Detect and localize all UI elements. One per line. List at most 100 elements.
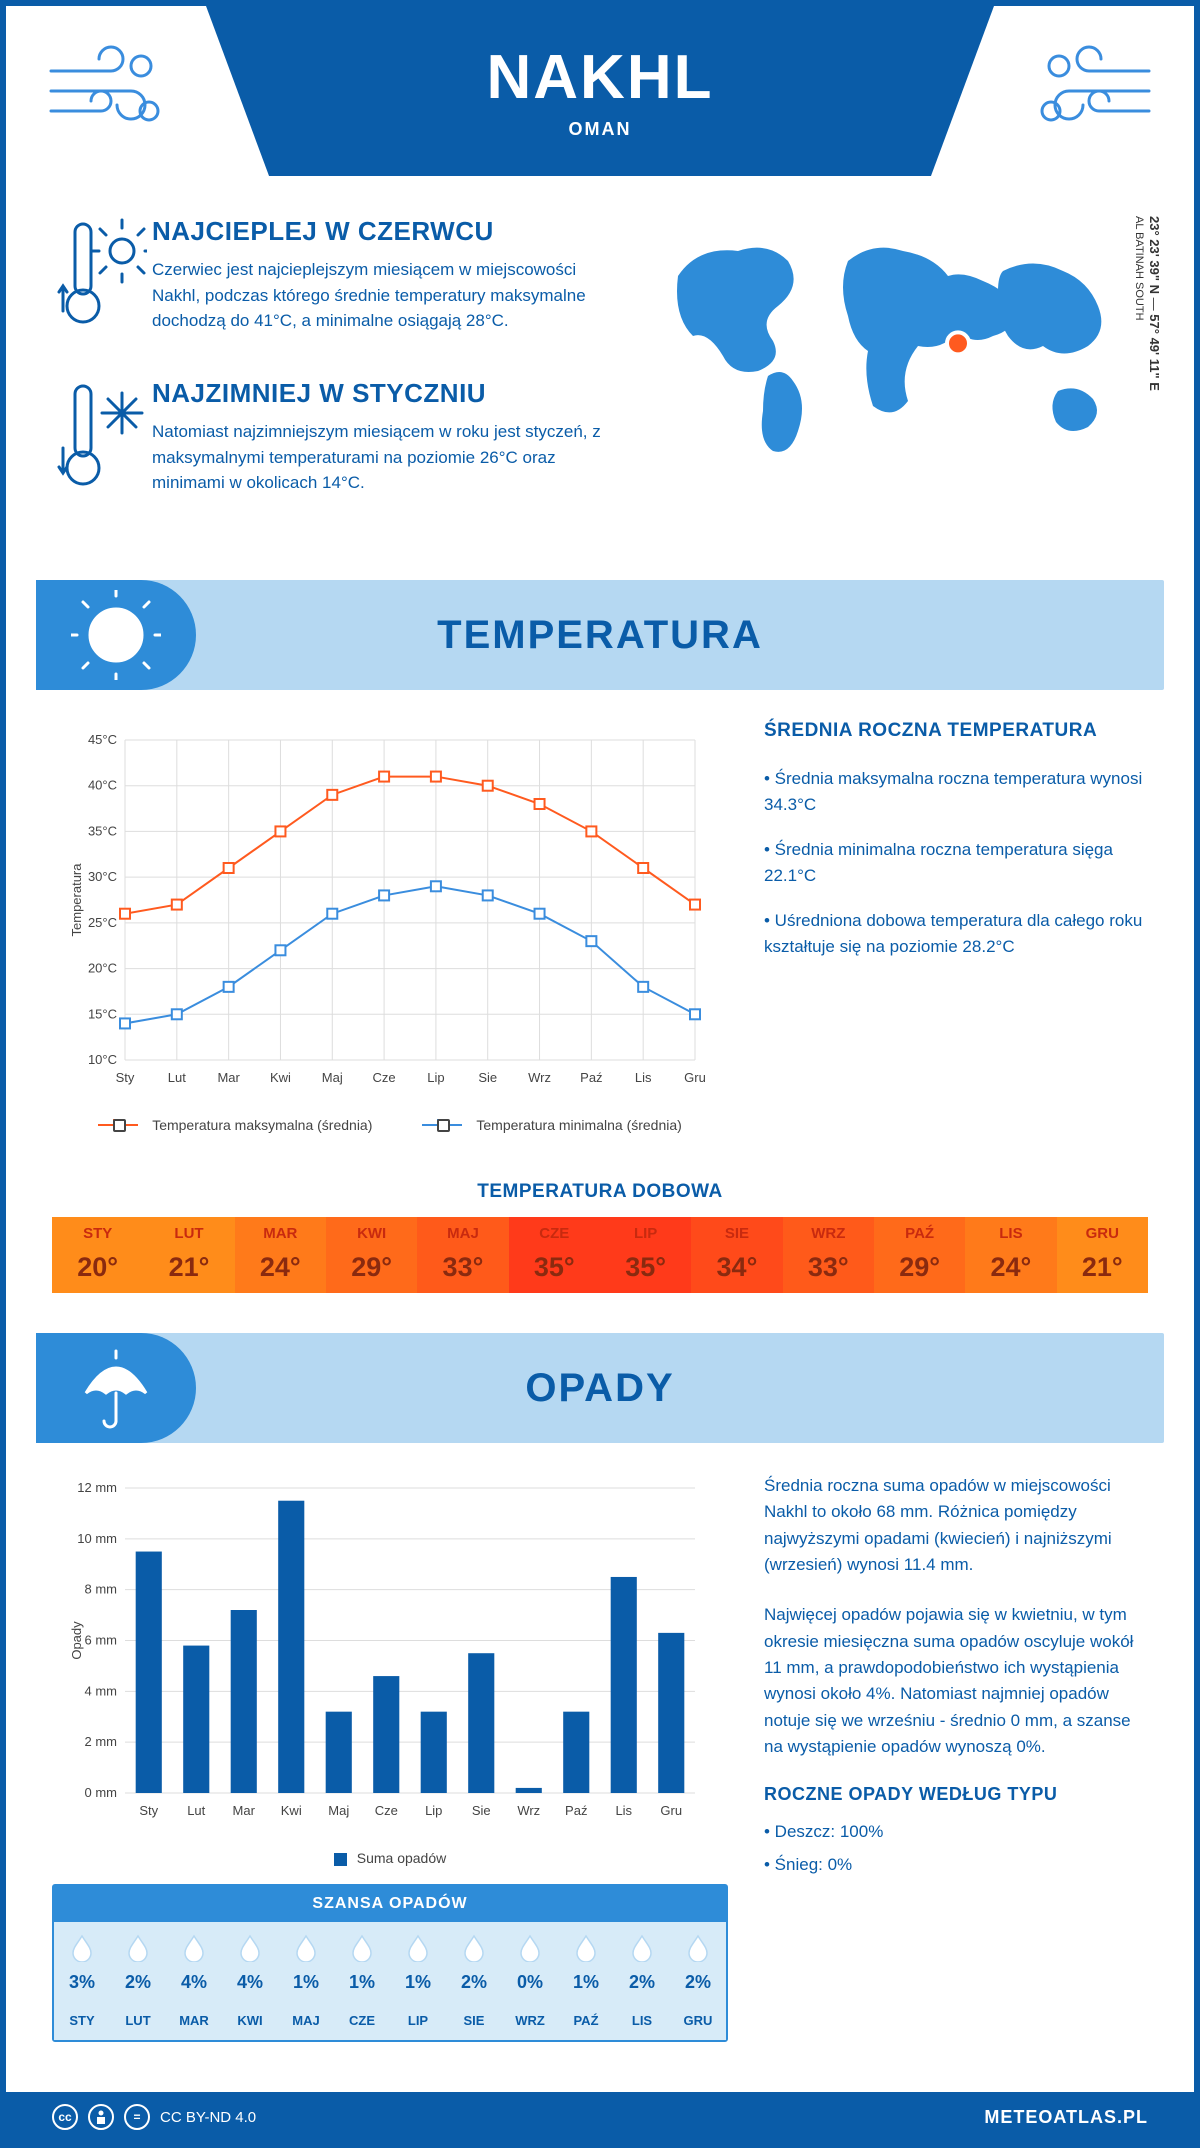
world-map: [648, 216, 1148, 476]
temperature-section-banner: TEMPERATURA: [36, 580, 1164, 690]
header-banner: NAKHL OMAN: [206, 6, 994, 176]
chance-cell: 3%STY: [54, 1922, 110, 2040]
precipitation-section-banner: OPADY: [36, 1333, 1164, 1443]
temp-bullet: • Średnia maksymalna roczna temperatura …: [764, 766, 1148, 817]
umbrella-icon: [36, 1333, 196, 1443]
daily-temp-cell: STY20°: [52, 1217, 143, 1293]
svg-text:Lis: Lis: [635, 1070, 652, 1085]
svg-text:0 mm: 0 mm: [85, 1785, 118, 1800]
svg-text:35°C: 35°C: [88, 823, 117, 838]
chance-cell: 2%LIS: [614, 1922, 670, 2040]
daily-temp-heading: TEMPERATURA DOBOWA: [6, 1181, 1194, 1203]
warmest-block: NAJCIEPLEJ W CZERWCU Czerwiec jest najci…: [52, 216, 608, 336]
svg-text:2 mm: 2 mm: [85, 1734, 118, 1749]
svg-text:25°C: 25°C: [88, 915, 117, 930]
temperature-line-chart: 10°C15°C20°C25°C30°C35°C40°C45°CStyLutMa…: [52, 720, 728, 1100]
daily-temp-cell: KWI29°: [326, 1217, 417, 1293]
by-icon: [88, 2104, 114, 2130]
license-text: CC BY-ND 4.0: [160, 2109, 256, 2126]
chance-cell: 0%WRZ: [502, 1922, 558, 2040]
chance-cell: 2%GRU: [670, 1922, 726, 2040]
svg-text:Mar: Mar: [233, 1803, 256, 1818]
svg-text:Cze: Cze: [375, 1803, 398, 1818]
wind-icon-left: [6, 6, 206, 176]
daily-temp-cell: SIE34°: [691, 1217, 782, 1293]
svg-text:8 mm: 8 mm: [85, 1582, 118, 1597]
wind-icon-right: [994, 6, 1194, 176]
warmest-title: NAJCIEPLEJ W CZERWCU: [152, 216, 608, 247]
chance-cell: 4%MAR: [166, 1922, 222, 2040]
precip-text-1: Średnia roczna suma opadów w miejscowośc…: [764, 1473, 1148, 1578]
legend-item: Temperatura maksymalna (średnia): [98, 1117, 372, 1133]
page-subtitle: OMAN: [569, 119, 632, 140]
daily-temp-cell: MAJ33°: [417, 1217, 508, 1293]
chance-cell: 1%LIP: [390, 1922, 446, 2040]
legend-item: Temperatura minimalna (średnia): [422, 1117, 681, 1133]
chance-cell: 2%SIE: [446, 1922, 502, 2040]
svg-text:Lip: Lip: [427, 1070, 444, 1085]
svg-text:Lut: Lut: [168, 1070, 186, 1085]
svg-text:6 mm: 6 mm: [85, 1633, 118, 1648]
svg-text:10 mm: 10 mm: [77, 1531, 117, 1546]
svg-text:Opady: Opady: [69, 1621, 84, 1660]
precip-types-heading: ROCZNE OPADY WEDŁUG TYPU: [764, 1784, 1148, 1805]
daily-temp-cell: PAŹ29°: [874, 1217, 965, 1293]
daily-temp-cell: MAR24°: [235, 1217, 326, 1293]
svg-text:Wrz: Wrz: [528, 1070, 551, 1085]
thermometer-hot-icon: [52, 216, 152, 336]
svg-text:Sie: Sie: [472, 1803, 491, 1818]
location-marker-icon: [947, 332, 969, 354]
svg-text:Gru: Gru: [684, 1070, 706, 1085]
nd-icon: =: [124, 2104, 150, 2130]
temp-bullet: • Średnia minimalna roczna temperatura s…: [764, 837, 1148, 888]
svg-text:Paź: Paź: [565, 1803, 587, 1818]
temperature-heading: TEMPERATURA: [437, 613, 763, 658]
precip-text-2: Najwięcej opadów pojawia się w kwietniu,…: [764, 1602, 1148, 1760]
svg-text:Lis: Lis: [615, 1803, 632, 1818]
daily-temp-cell: CZE35°: [509, 1217, 600, 1293]
thermometer-cold-icon: [52, 378, 152, 498]
precip-type: • Śnieg: 0%: [764, 1852, 1148, 1878]
coordinates: 23° 23' 39" N — 57° 49' 11" E AL BATINAH…: [1132, 216, 1162, 391]
coldest-block: NAJZIMNIEJ W STYCZNIU Natomiast najzimni…: [52, 378, 608, 498]
cc-icon: cc: [52, 2104, 78, 2130]
svg-text:Sie: Sie: [478, 1070, 497, 1085]
svg-text:Mar: Mar: [217, 1070, 240, 1085]
coldest-text: Natomiast najzimniejszym miesiącem w rok…: [152, 419, 608, 496]
svg-text:10°C: 10°C: [88, 1052, 117, 1067]
svg-text:15°C: 15°C: [88, 1006, 117, 1021]
chance-cell: 2%LUT: [110, 1922, 166, 2040]
daily-temp-cell: GRU21°: [1057, 1217, 1148, 1293]
precipitation-heading: OPADY: [525, 1366, 674, 1411]
svg-text:Sty: Sty: [139, 1803, 158, 1818]
svg-text:Lip: Lip: [425, 1803, 442, 1818]
daily-temp-cell: LIS24°: [965, 1217, 1056, 1293]
warmest-text: Czerwiec jest najcieplejszym miesiącem w…: [152, 257, 608, 334]
svg-text:Lut: Lut: [187, 1803, 205, 1818]
bar-chart-legend: Suma opadów: [52, 1850, 728, 1866]
precipitation-bar-chart: 0 mm 2 mm 4 mm 6 mm 8 mm 10 mm 12 mm Opady Sty Lu…: [52, 1473, 728, 1833]
svg-text:Temperatura: Temperatura: [69, 863, 84, 937]
chance-cell: 1%MAJ: [278, 1922, 334, 2040]
header: NAKHL OMAN: [6, 6, 1194, 176]
svg-text:4 mm: 4 mm: [85, 1683, 118, 1698]
daily-temp-strip: STY20°LUT21°MAR24°KWI29°MAJ33°CZE35°LIP3…: [52, 1217, 1148, 1293]
svg-text:Maj: Maj: [328, 1803, 349, 1818]
chance-cell: 1%CZE: [334, 1922, 390, 2040]
svg-text:Kwi: Kwi: [270, 1070, 291, 1085]
chance-cell: 1%PAŹ: [558, 1922, 614, 2040]
coldest-title: NAJZIMNIEJ W STYCZNIU: [152, 378, 608, 409]
temp-bullet: • Uśredniona dobowa temperatura dla całe…: [764, 908, 1148, 959]
line-chart-legend: Temperatura maksymalna (średnia) Temperat…: [52, 1117, 728, 1133]
precipitation-chance-table: SZANSA OPADÓW 3%STY2%LUT4%MAR4%KWI1%MAJ1…: [52, 1884, 728, 2042]
svg-text:Paź: Paź: [580, 1070, 602, 1085]
svg-text:Maj: Maj: [322, 1070, 343, 1085]
svg-text:Gru: Gru: [660, 1803, 682, 1818]
daily-temp-cell: LIP35°: [600, 1217, 691, 1293]
chance-cell: 4%KWI: [222, 1922, 278, 2040]
svg-text:Cze: Cze: [373, 1070, 396, 1085]
svg-text:20°C: 20°C: [88, 961, 117, 976]
daily-temp-cell: WRZ33°: [783, 1217, 874, 1293]
svg-text:12 mm: 12 mm: [77, 1480, 117, 1495]
footer: cc = CC BY-ND 4.0 METEOATLAS.PL: [6, 2092, 1194, 2142]
